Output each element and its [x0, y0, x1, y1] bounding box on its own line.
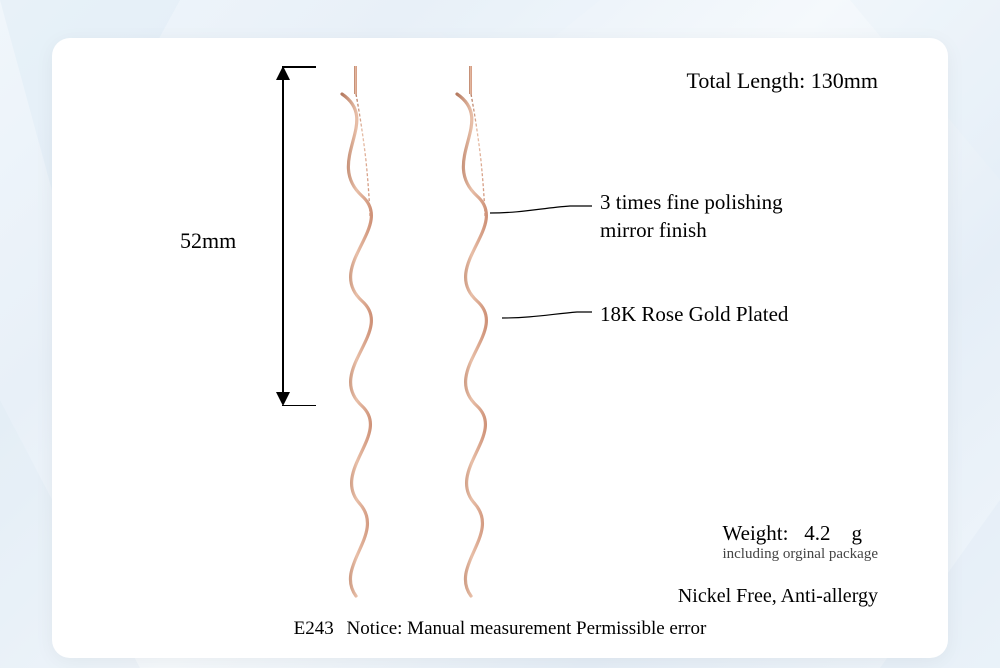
callout-polish-line2: mirror finish	[600, 216, 783, 244]
footer: E243 Notice: Manual measurement Permissi…	[52, 618, 948, 640]
nickel-free: Nickel Free, Anti-allergy	[678, 585, 878, 608]
weight-label: Weight:	[722, 521, 788, 545]
weight-unit: g	[851, 521, 862, 545]
weight-sub: including orginal package	[722, 546, 878, 563]
callout-plating: 18K Rose Gold Plated	[600, 300, 788, 328]
weight-block: Weight: 4.2 g including orginal package	[722, 521, 878, 563]
total-length-value: 130mm	[811, 68, 878, 93]
product-card: 52mm Total Leng	[52, 38, 948, 658]
callout-lines	[52, 38, 948, 658]
callout-polish-line1: 3 times fine polishing	[600, 188, 783, 216]
sku: E243	[294, 618, 334, 639]
footer-notice: Notice: Manual measurement Permissible e…	[347, 618, 707, 639]
total-length: Total Length: 130mm	[686, 68, 878, 94]
callout-polish: 3 times fine polishing mirror finish	[600, 188, 783, 245]
total-length-label: Total Length:	[686, 68, 805, 93]
weight-value: 4.2	[804, 521, 830, 545]
